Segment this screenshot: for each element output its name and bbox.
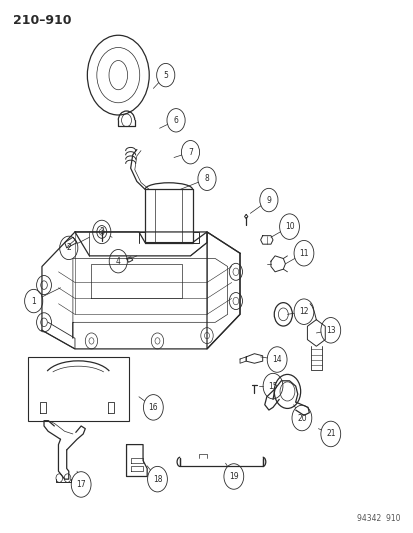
Text: 21: 21	[325, 430, 335, 439]
Text: 7: 7	[188, 148, 192, 157]
Text: 9: 9	[266, 196, 271, 205]
Text: 3: 3	[99, 228, 104, 237]
Text: 20: 20	[297, 414, 306, 423]
Text: 17: 17	[76, 480, 86, 489]
Text: 13: 13	[325, 326, 335, 335]
Text: 6: 6	[173, 116, 178, 125]
Text: 12: 12	[299, 307, 308, 316]
Text: 16: 16	[148, 403, 158, 412]
Text: 210–910: 210–910	[13, 14, 71, 27]
Text: 15: 15	[268, 382, 277, 391]
Text: 11: 11	[299, 249, 308, 258]
Text: 1: 1	[31, 296, 36, 305]
Text: 5: 5	[163, 70, 168, 79]
Text: 18: 18	[152, 475, 162, 483]
Text: 94342  910: 94342 910	[356, 514, 400, 523]
Text: 2: 2	[66, 244, 71, 253]
Text: 4: 4	[116, 257, 121, 265]
Text: 19: 19	[228, 472, 238, 481]
Text: 10: 10	[284, 222, 294, 231]
Text: 8: 8	[204, 174, 209, 183]
Text: 14: 14	[272, 355, 281, 364]
